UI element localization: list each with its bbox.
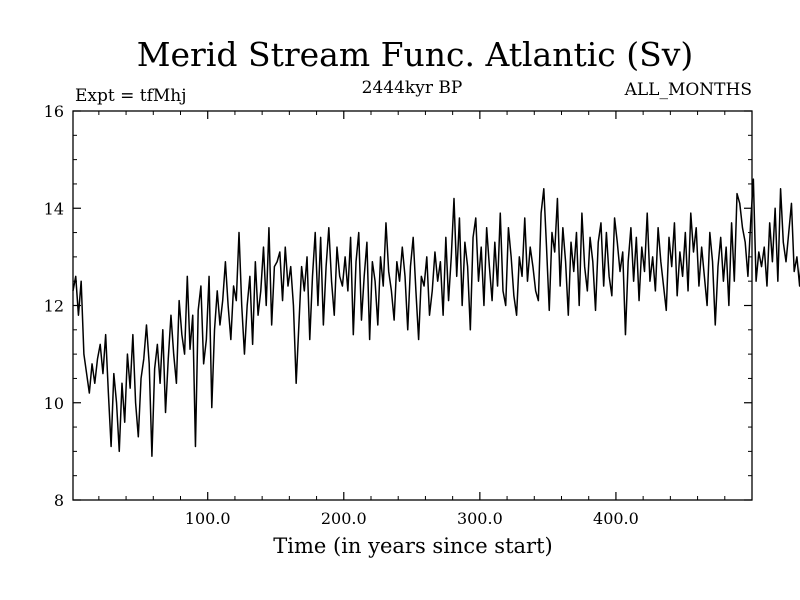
x-tick-label: 400.0 bbox=[593, 509, 639, 528]
x-tick-label: 200.0 bbox=[321, 509, 367, 528]
series-line bbox=[72, 178, 800, 457]
x-tick-label: 100.0 bbox=[185, 509, 231, 528]
data-layer bbox=[72, 178, 800, 457]
months-label: ALL_MONTHS bbox=[624, 80, 752, 100]
y-tick-label: 14 bbox=[44, 199, 64, 218]
y-tick-label: 10 bbox=[44, 394, 64, 413]
experiment-label: Expt = tfMhj bbox=[75, 86, 187, 106]
axes: 8 10 12 14 16 100.0 200.0 300.0 400.0 bbox=[44, 102, 752, 528]
y-tick-label: 16 bbox=[44, 102, 64, 121]
y-tick-label: 12 bbox=[44, 297, 64, 316]
chart-title: Merid Stream Func. Atlantic (Sv) bbox=[137, 35, 694, 74]
x-tick-label: 300.0 bbox=[457, 509, 503, 528]
period-label: 2444kyr BP bbox=[362, 78, 463, 98]
x-axis-label: Time (in years since start) bbox=[273, 534, 552, 558]
y-tick-label: 8 bbox=[54, 491, 64, 510]
